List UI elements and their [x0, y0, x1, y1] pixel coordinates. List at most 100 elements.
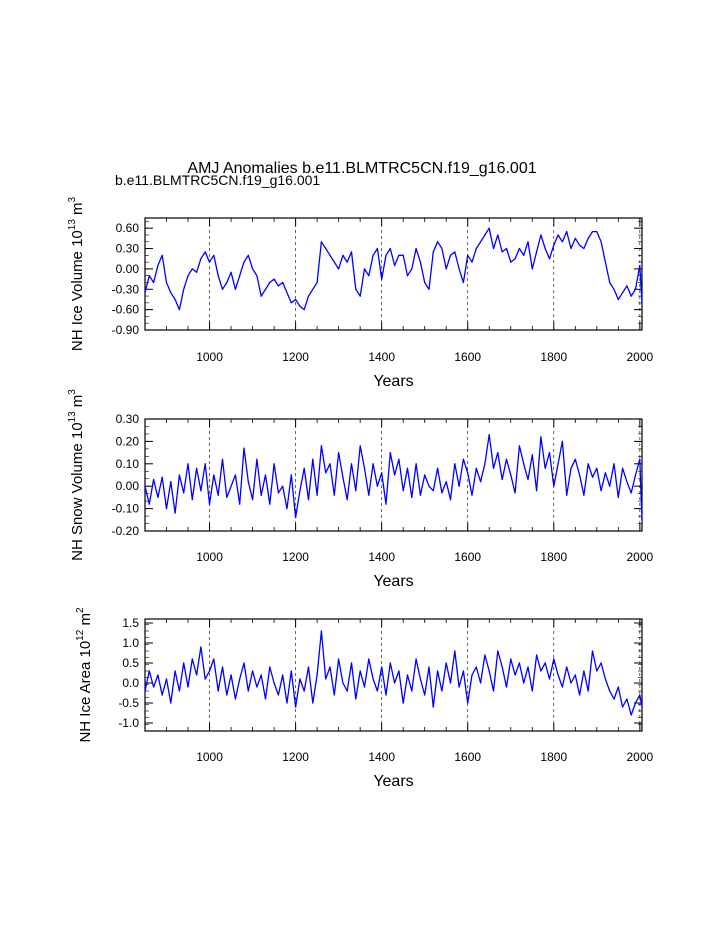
data-point: [355, 490, 357, 492]
x-tick-label: 2000: [626, 750, 653, 764]
data-point: [234, 474, 236, 476]
data-point: [617, 686, 619, 688]
data-point: [170, 702, 172, 704]
data-point: [553, 244, 555, 246]
data-point: [449, 254, 452, 256]
data-point: [307, 666, 310, 668]
data-point: [639, 458, 641, 460]
data-point: [234, 288, 236, 290]
data-point: [269, 503, 271, 505]
data-point: [600, 490, 602, 492]
data-point: [187, 686, 189, 688]
y-tick-label: 0.0: [122, 676, 139, 690]
data-point: [161, 254, 163, 256]
data-point: [303, 690, 305, 692]
data-point: [536, 654, 538, 656]
data-point: [634, 474, 637, 476]
data-point: [148, 670, 150, 672]
data-point: [454, 251, 456, 253]
data-point: [191, 658, 193, 660]
data-point: [342, 254, 344, 256]
data-point: [342, 682, 344, 684]
data-point: [411, 690, 413, 692]
data-point: [488, 670, 490, 672]
data-point: [492, 690, 495, 692]
data-point: [428, 288, 430, 290]
data-point: [406, 674, 409, 676]
x-tick-label: 1000: [196, 350, 223, 364]
x-tick-label: 1600: [454, 550, 481, 564]
data-point: [583, 494, 585, 496]
data-point: [389, 247, 391, 250]
data-point: [368, 494, 370, 496]
y-tick-label: 0.00: [116, 479, 140, 493]
data-point: [505, 686, 508, 688]
data-point: [561, 686, 564, 688]
data-point: [630, 714, 632, 716]
data-point: [320, 445, 322, 447]
y-tick-label: 0.00: [116, 262, 140, 276]
data-point: [312, 458, 314, 460]
data-point: [622, 706, 624, 708]
data-point: [277, 694, 279, 696]
y-tick-label: -0.90: [112, 323, 140, 337]
x-tick-label: 1600: [454, 750, 481, 764]
data-point: [376, 485, 378, 487]
data-point: [544, 467, 546, 469]
data-point: [574, 458, 576, 460]
data-point: [196, 674, 198, 676]
data-point: [329, 254, 331, 256]
data-point: [553, 658, 555, 660]
data-point: [432, 706, 434, 708]
data-point: [415, 247, 417, 250]
data-point: [350, 463, 353, 465]
data-point: [196, 271, 198, 273]
data-point: [544, 247, 546, 250]
data-point: [419, 494, 421, 496]
data-point: [170, 292, 172, 294]
data-point: [213, 658, 215, 660]
data-point: [187, 463, 189, 465]
data-point: [183, 288, 185, 290]
figure-subtitle: b.e11.BLMTRC5CN.f19_g16.001: [115, 172, 320, 188]
data-point: [316, 494, 318, 496]
data-point: [639, 264, 641, 267]
data-point: [492, 467, 495, 469]
data-point: [174, 512, 176, 514]
data-point: [518, 247, 521, 250]
data-point: [445, 268, 447, 270]
data-series-line: [144, 227, 643, 311]
y-axis-title: NH Snow Volume 1013 m3: [67, 389, 86, 561]
data-point: [630, 295, 632, 297]
y-tick-label: 1.5: [122, 616, 139, 630]
x-axis-title: Years: [373, 573, 413, 590]
data-point: [613, 698, 615, 700]
data-point: [282, 674, 284, 676]
data-point: [204, 463, 206, 465]
data-point: [561, 440, 564, 442]
data-point: [548, 258, 551, 260]
data-point: [471, 494, 473, 496]
data-point: [286, 508, 288, 510]
data-point: [591, 650, 594, 652]
figure-title: AMJ Anomalies b.e11.BLMTRC5CN.f19_g16.00…: [187, 160, 536, 177]
data-point: [557, 463, 559, 465]
data-point: [510, 658, 512, 660]
data-point: [566, 494, 568, 496]
data-point: [295, 517, 297, 519]
data-point: [540, 234, 542, 236]
data-point: [467, 254, 469, 256]
data-point: [428, 666, 430, 668]
data-point: [484, 234, 486, 236]
data-point: [467, 472, 469, 474]
snow-volume-panel: 1000 1200 1400 1600 1800 2000 -0.20 -0.10 0.00 0.…: [67, 389, 654, 590]
data-point: [217, 690, 219, 692]
data-point: [497, 650, 499, 652]
data-point: [609, 690, 611, 692]
data-point: [437, 467, 439, 469]
x-tick-label: 2000: [626, 350, 653, 364]
data-point: [273, 463, 275, 465]
data-point: [497, 234, 499, 236]
data-point: [320, 241, 322, 243]
data-point: [221, 666, 224, 668]
